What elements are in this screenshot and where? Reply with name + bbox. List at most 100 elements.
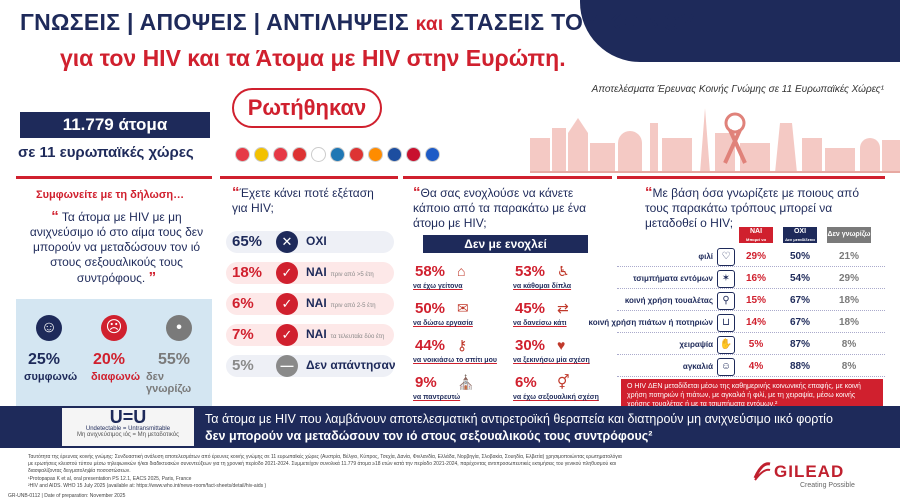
item-pct: 58% [415,263,446,280]
transmission-row: κοινή χρήση πιάτων ή ποτηριών ⊔ 14% 67% 18% [589,313,885,333]
item-label: να έχω σεξουαλική σχέση [513,394,599,401]
quote-mark: “ [232,184,240,201]
gilead-mark-icon [753,462,771,481]
header-accent-shape [580,0,900,62]
survey-subtitle: Αποτελέσματα Έρευνας Κοινής Γνώμης σε 11… [591,84,884,95]
activity-icon: ⛪ [457,374,475,390]
row-background [226,231,394,253]
transmission-label: φιλί [698,252,713,261]
row-label-text: ΝΑΙ [306,265,327,279]
row-note: τα τελευταία δύο έτη [330,334,385,340]
transmission-row: χειραψία ✋ 5% 87% 8% [617,335,885,355]
row-label-text: ΝΑΙ [306,327,327,341]
uu-logo-title: U=U [109,407,147,427]
transmission-value: 18% [838,317,859,328]
panel2-question: “Έχετε κάνει ποτέ εξέταση για HIV; [232,185,392,216]
gilead-logo: GILEAD Creating Possible [752,458,872,498]
country-flag-icon [387,147,402,162]
uu-banner: U=U Undetectable = Untransmittable Μη αν… [0,406,900,448]
transmission-label: τσιμπήματα εντόμων [632,274,713,283]
activity-icon: ✉ [457,300,469,316]
item-label: να νοικιάσω το σπίτι μου [413,357,497,364]
check-icon: ✓ [276,324,298,346]
test-answer-row: 7% ✓ ΝΑΙ τα τελευταία δύο έτη [226,324,394,346]
panel1-heading: Συμφωνείτε με τη δήλωση… [36,189,185,201]
brand-name: GILEAD [774,462,845,481]
not-bothered-item: 30% ♥ να ξεκινήσω μία σχέση [511,335,606,369]
check-icon: ✓ [276,293,298,315]
footer-methodology: Ταυτότητα της έρευνας κοινής γνώμης: Συν… [28,454,622,474]
panel3-question: “Θα σας ενοχλούσε να κάνετε κάποιο από τ… [413,185,608,231]
row-note: πριν από 2-5 έτη [330,303,376,309]
transmission-value: 15% [745,295,766,306]
row-label: ΝΑΙ τα τελευταία δύο έτη [306,327,384,341]
row-background [226,293,394,315]
panel4-question-text: Με βάση όσα γνωρίζετε με ποιους από τους… [645,186,860,230]
item-label: να κάθομαι δίπλα [513,283,572,290]
footer-ref1: ¹Protopapas K et al, oral presentation P… [28,476,192,482]
panel4-question: “Με βάση όσα γνωρίζετε με ποιους από του… [645,185,875,231]
country-flag-icon [273,147,288,162]
country-flag-icon [368,147,383,162]
activity-icon: ⚥ [557,374,570,390]
panel-hiv-test: “Έχετε κάνει ποτέ εξέταση για HIV; 65% ✕ Ο… [220,176,398,408]
row-label: ΟΧΙ [306,234,331,248]
not-bothered-bar: Δεν με ενοχλεί [423,235,588,253]
transmission-value: 67% [789,295,810,306]
row-background [226,324,394,346]
countries-count: σε 11 ευρωπαϊκές χώρες [18,144,194,161]
row-label: Δεν απάντησαν [306,358,400,372]
uu-logo-sub1: Undetectable = Untransmittable [85,426,171,432]
test-answer-row: 6% ✓ ΝΑΙ πριν από 2-5 έτη [226,293,394,315]
page-title: ΓΝΩΣΕΙΣ | ΑΠΟΨΕΙΣ | ΑΝΤΙΛΗΨΕΙΣ και ΣΤΑΣΕ… [20,9,696,36]
transmission-value: 88% [789,361,810,372]
smile-face-icon: ☺ [36,315,62,341]
item-label: να ξεκινήσω μία σχέση [513,357,590,364]
neutral-face-icon: • [166,315,192,341]
asked-badge: Ρωτήθηκαν [232,88,382,128]
col-yes-label: ΝΑΙ [749,228,763,235]
row-background [226,355,394,377]
transmission-icon: ♡ [717,248,735,266]
agree-label: συμφωνώ [24,371,78,383]
title-part-b: και [415,14,444,35]
transmission-note: Ο HIV ΔΕΝ μεταδίδεται μέσω της καθημεριν… [621,379,883,411]
panel-transmission: “Με βάση όσα γνωρίζετε με ποιους από του… [589,176,885,411]
row-pct: 6% [232,295,254,312]
col-header-yes: ΝΑΙ Μπορεί να μεταδοθεί [739,227,773,250]
country-flag-icon [254,147,269,162]
country-flag-icon [292,147,307,162]
country-flag-icon [330,147,345,162]
transmission-row: τσιμπήματα εντόμων ✶ 16% 54% 29% [617,269,885,289]
item-pct: 30% [515,337,546,354]
transmission-label: αγκαλιά [682,362,713,371]
item-label: να δώσω εργασία [413,320,473,327]
not-bothered-item: 58% ⌂ να έχω γείτονα [411,261,506,295]
item-pct: 53% [515,263,546,280]
sad-face-icon: ☹ [101,315,127,341]
country-flags [235,147,440,162]
cross-icon: ✕ [276,231,298,253]
transmission-value: 29% [838,273,859,284]
row-label: ΝΑΙ πριν από >5 έτη [306,265,374,279]
check-icon: ✓ [276,262,298,284]
panel-bothered: “Θα σας ενοχλούσε να κάνετε κάποιο από τ… [403,176,612,408]
transmission-label: κοινή χρήση πιάτων ή ποτηριών [588,318,713,327]
country-flag-icon [235,147,250,162]
row-label: ΝΑΙ πριν από 2-5 έτη [306,296,376,310]
row-pct: 65% [232,233,263,250]
transmission-value: 8% [841,339,857,350]
col-yes-note: Μπορεί να μεταδοθεί [745,237,766,250]
country-flag-icon [425,147,440,162]
col-header-no: ΟΧΙ Δεν μεταδίδεται [783,227,817,243]
not-bothered-item: 44% ⚷ να νοικιάσω το σπίτι μου [411,335,506,369]
activity-icon: ⇄ [557,300,569,316]
item-pct: 6% [515,374,537,391]
item-label: να παντρευτώ [413,394,461,401]
transmission-row: φιλί ♡ 29% 50% 21% [617,247,885,267]
uu-logo-sub2: Μη ανιχνεύσιμος ιός = Μη μεταδοτικός [76,432,180,438]
transmission-icon: ⚲ [717,292,735,310]
not-bothered-item: 9% ⛪ να παντρευτώ [411,372,506,406]
transmission-icon: ✋ [717,336,735,354]
activity-icon: ⌂ [457,263,466,279]
